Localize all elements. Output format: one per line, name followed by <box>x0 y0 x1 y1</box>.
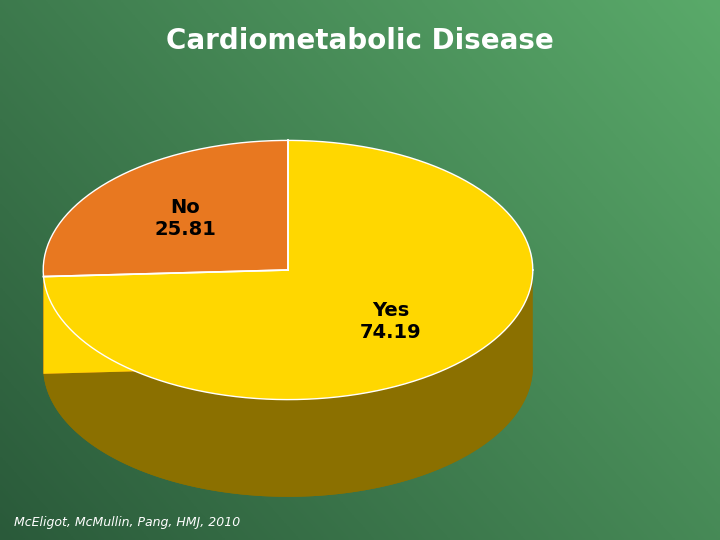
Polygon shape <box>43 367 533 497</box>
Text: Yes
74.19: Yes 74.19 <box>360 301 422 342</box>
Text: No
25.81: No 25.81 <box>154 198 216 239</box>
Text: Cardiometabolic Disease: Cardiometabolic Disease <box>166 27 554 55</box>
Polygon shape <box>43 271 533 497</box>
Text: McEligot, McMullin, Pang, HMJ, 2010: McEligot, McMullin, Pang, HMJ, 2010 <box>14 516 240 529</box>
Polygon shape <box>43 140 288 276</box>
Polygon shape <box>43 270 288 374</box>
Polygon shape <box>43 270 288 374</box>
Polygon shape <box>43 140 533 400</box>
